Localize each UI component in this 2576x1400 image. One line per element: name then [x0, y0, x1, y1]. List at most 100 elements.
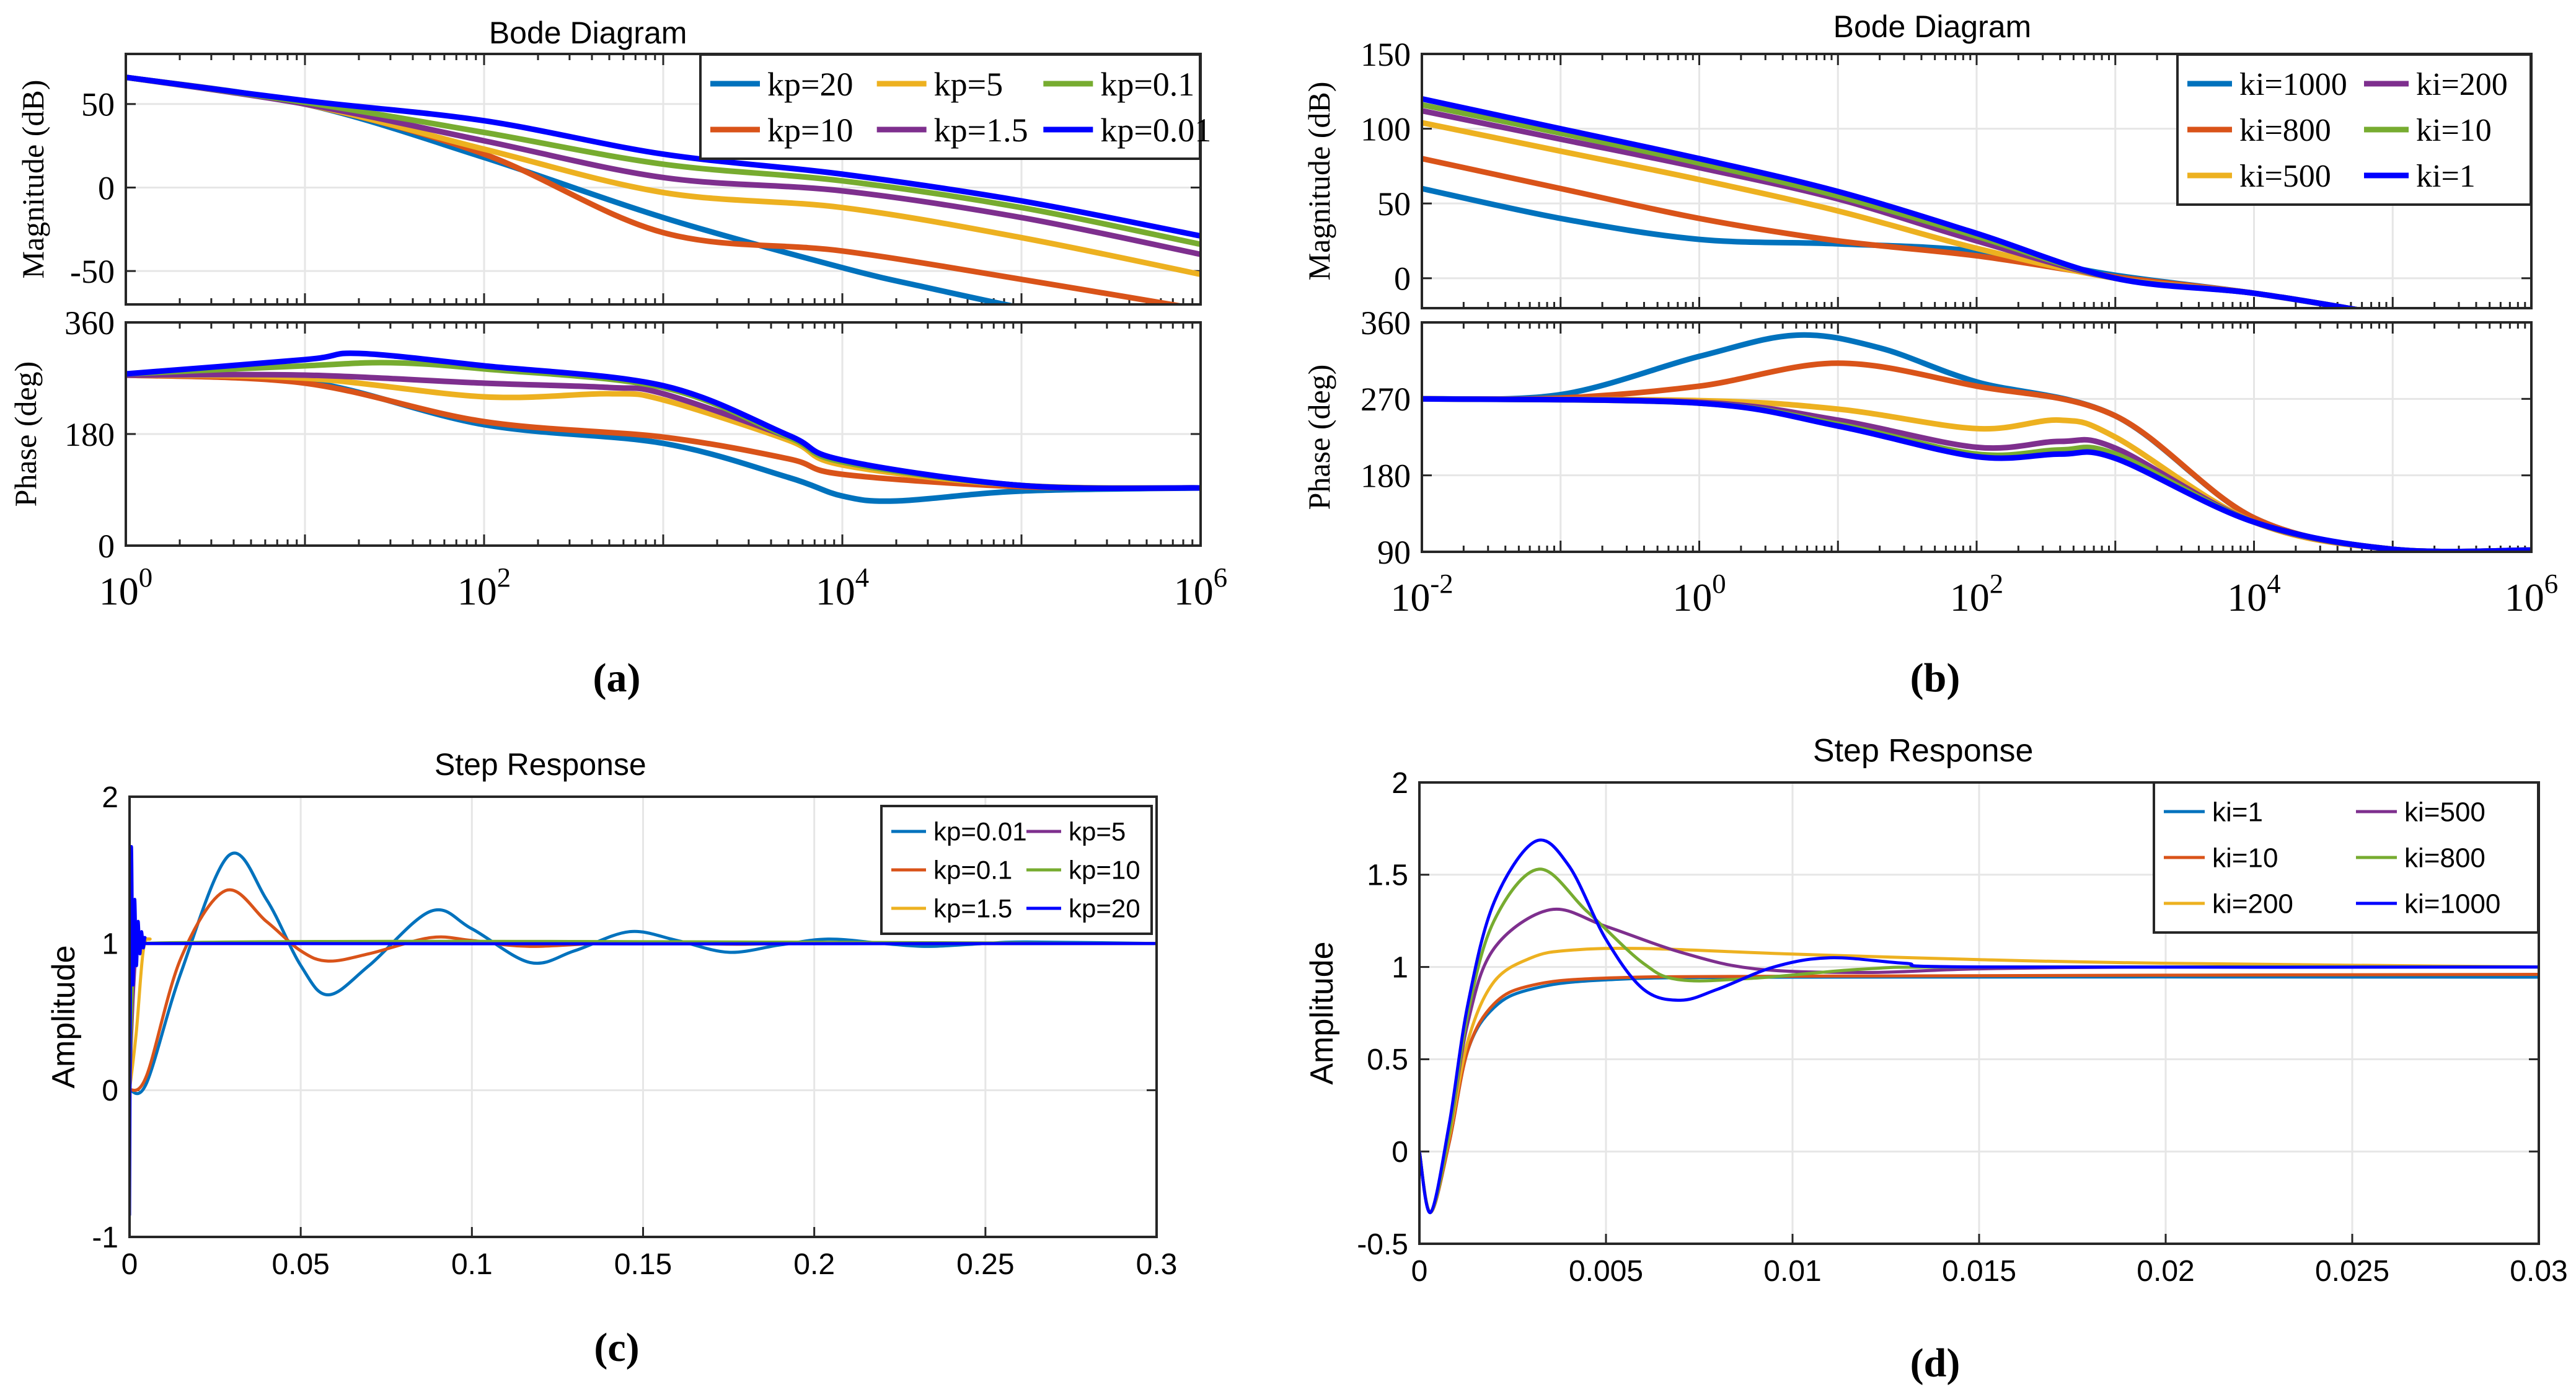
y-tick-label: 0.5 — [1367, 1043, 1408, 1076]
legend-entry: ki=200 — [2212, 888, 2293, 919]
chart-panel-b: Bode Diagram05010015090180270360Magnitud… — [1302, 9, 2558, 701]
legend-entry: ki=800 — [2239, 113, 2331, 148]
grid — [1421, 321, 2531, 553]
x-tick-exponent: 6 — [1214, 562, 1227, 593]
grid — [125, 321, 1201, 547]
series-line-ki-800 — [1422, 156, 2365, 308]
series-line-ki-1 — [1422, 95, 2365, 308]
series-line-kp-0-01 — [130, 851, 1157, 1096]
x-tick-exponent: 2 — [497, 562, 511, 593]
legend-entry: kp=0.01 — [933, 817, 1027, 846]
legend-entry: kp=1.5 — [934, 112, 1028, 149]
series-line-ki-200 — [1422, 108, 2365, 308]
series-line-kp-20 — [130, 844, 1157, 1216]
y-axis-label: Phase (deg) — [1302, 365, 1336, 510]
x-tick-base: 10 — [1174, 569, 1214, 613]
y-tick-label: 2 — [102, 781, 118, 814]
y-tick-label: 1 — [1392, 951, 1408, 984]
legend-entry: kp=10 — [1069, 856, 1140, 885]
legend-entry: kp=20 — [767, 66, 853, 103]
x-tick-exponent: 0 — [1712, 568, 1726, 599]
y-axis-label: Amplitude — [1304, 941, 1340, 1084]
legend-entry: ki=10 — [2416, 113, 2492, 148]
x-tick-label: 0.03 — [2510, 1255, 2567, 1288]
y-axis-label: Magnitude (dB) — [15, 80, 50, 279]
x-tick-base: 10 — [1950, 575, 1990, 619]
y-tick-label: 270 — [1361, 381, 1411, 418]
series-line-kp-1-5 — [130, 937, 1157, 1092]
legend-entry: ki=800 — [2404, 843, 2486, 873]
x-tick-exponent: 4 — [855, 562, 869, 593]
x-tick-base: 10 — [2505, 575, 2544, 619]
x-tick-base: 10 — [1672, 575, 1712, 619]
y-tick-label: -50 — [70, 253, 115, 290]
series-line-kp-0-01 — [126, 350, 1201, 492]
series-line-kp-0-01 — [126, 74, 1201, 239]
x-tick-label: 10-2 — [1390, 568, 1453, 619]
y-tick-label: -0.5 — [1357, 1228, 1408, 1261]
legend-entry: kp=0.01 — [1100, 112, 1211, 149]
x-tick-label: 0.005 — [1569, 1255, 1643, 1288]
y-axis-label: Magnitude (dB) — [1302, 82, 1336, 281]
legend-box — [699, 53, 1201, 160]
y-tick-label: 0 — [98, 169, 115, 206]
legend-box — [880, 805, 1153, 935]
chart-title: Step Response — [434, 747, 646, 782]
x-tick-label: 0.3 — [1136, 1248, 1178, 1281]
legend-entry: kp=5 — [934, 66, 1003, 103]
series-line-ki-500 — [1422, 120, 2365, 308]
x-tick-label: 102 — [457, 562, 511, 613]
x-tick-label: 106 — [1174, 562, 1227, 613]
series-group — [1422, 332, 2531, 552]
y-tick-label: 180 — [1361, 458, 1411, 495]
legend-entry: ki=1 — [2212, 797, 2263, 827]
series-line-ki-1 — [1422, 396, 2531, 552]
axes-frame — [128, 795, 1158, 1238]
legend-entry: kp=0.1 — [1100, 66, 1194, 103]
y-tick-label: 1.5 — [1367, 859, 1408, 892]
x-tick-label: 0.2 — [793, 1248, 835, 1281]
x-tick-exponent: 2 — [1990, 568, 2003, 599]
x-tick-label: 0.15 — [614, 1248, 672, 1281]
chart-panel-d: Step Response-0.500.511.520 0.005 0.01 0.01… — [1304, 733, 2568, 1386]
legend-entry: kp=20 — [1069, 894, 1140, 923]
x-tick-label: 104 — [2227, 568, 2280, 619]
y-tick-label: 360 — [1361, 304, 1411, 342]
x-tick-label: 0.02 — [2137, 1255, 2194, 1288]
x-tick-label: 106 — [2505, 568, 2558, 619]
series-line-kp-10 — [130, 939, 1157, 1092]
x-tick-label: 0.25 — [956, 1248, 1014, 1281]
y-tick-label: 1 — [102, 928, 118, 960]
legend-entry: ki=500 — [2239, 159, 2331, 194]
x-tick-exponent: 0 — [139, 562, 152, 593]
x-tick-base: 10 — [99, 569, 139, 613]
series-line-ki-10 — [1422, 102, 2365, 308]
y-tick-label: 0 — [1394, 260, 1411, 298]
x-tick-label: 100 — [99, 562, 152, 613]
panel-label: (b) — [1910, 655, 1961, 701]
legend-entry: ki=1000 — [2404, 888, 2500, 919]
x-tick-exponent: 4 — [2267, 568, 2280, 599]
panel-label: (d) — [1910, 1340, 1961, 1386]
chart-panel-a: Bode Diagram -50 0 50 0 180 360 Magnitude (dB) P… — [8, 16, 1227, 701]
legend-box — [2176, 53, 2532, 206]
axes-frame — [1421, 321, 2533, 553]
legend-entry: kp=1.5 — [933, 894, 1012, 923]
axes-frame — [125, 53, 1202, 306]
x-tick-label: 0.1 — [451, 1248, 493, 1281]
y-tick-label: 50 — [1377, 185, 1411, 223]
y-axis-label: Phase (deg) — [8, 361, 43, 507]
legend-entry: ki=200 — [2416, 67, 2508, 102]
series-group — [1419, 838, 2539, 1214]
y-tick-label: 0 — [102, 1074, 118, 1107]
x-tick-label: 0.05 — [271, 1248, 329, 1281]
x-tick-label: 0.015 — [1942, 1255, 2016, 1288]
y-axis-label: Amplitude — [46, 945, 82, 1088]
series-line-ki-1000 — [1422, 185, 2365, 308]
x-tick-label: 102 — [1950, 568, 2003, 619]
x-tick-label: 0 — [1411, 1255, 1428, 1288]
series-line-ki-1000 — [1419, 838, 2539, 1214]
legend-entry: ki=1000 — [2239, 67, 2347, 102]
x-tick-label: 0.01 — [1763, 1255, 1821, 1288]
x-tick-label: 104 — [816, 562, 869, 613]
